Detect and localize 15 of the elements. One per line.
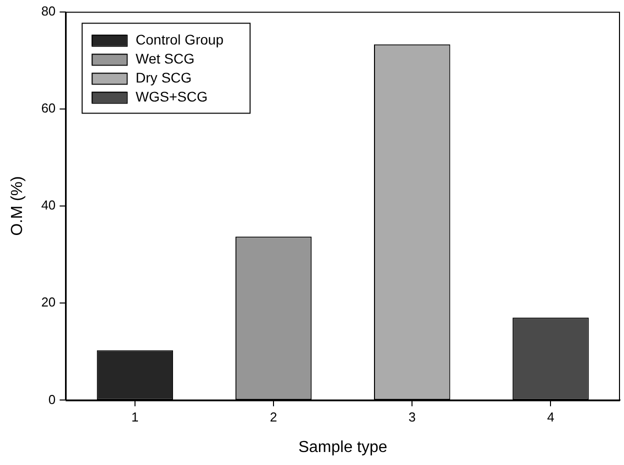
- legend-label: WGS+SCG: [136, 88, 208, 105]
- legend-label: Wet SCG: [136, 50, 195, 67]
- x-tick-label: 2: [270, 410, 278, 425]
- y-tick-label: 60: [41, 100, 56, 116]
- x-tick-label: 1: [131, 410, 139, 425]
- x-tick-label: 4: [547, 410, 554, 425]
- y-tick-label: 20: [41, 294, 56, 310]
- x-tick-label: 3: [408, 410, 416, 425]
- legend-label: Control Group: [136, 32, 224, 48]
- x-axis-title: Sample type: [298, 438, 388, 456]
- y-tick-label: 80: [41, 3, 56, 18]
- y-axis-title: O.M (%): [9, 176, 26, 236]
- legend-label: Dry SCG: [136, 70, 192, 86]
- y-tick-label: 40: [41, 198, 56, 213]
- y-tick-label: 0: [48, 392, 56, 407]
